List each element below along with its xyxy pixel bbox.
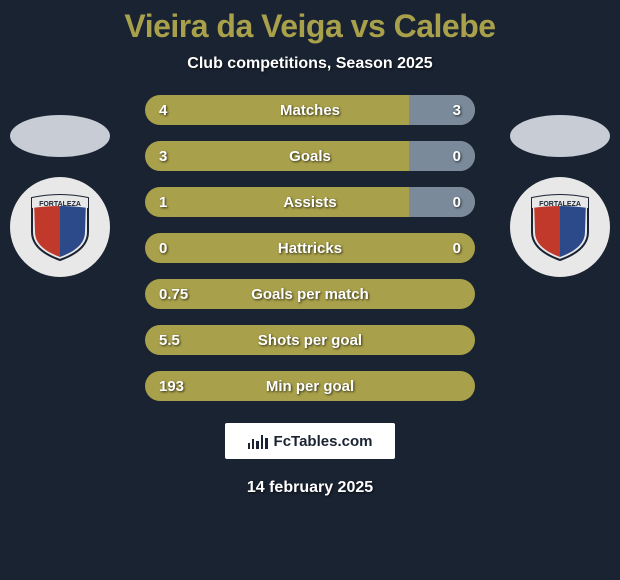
stat-row: 5.5Shots per goal (145, 325, 475, 355)
stat-label: Hattricks (145, 240, 475, 257)
player-right-club-logo: FORTALEZA (510, 177, 610, 277)
comparison-card: Vieira da Veiga vs Calebe Club competiti… (0, 0, 620, 580)
stat-label: Matches (145, 102, 475, 119)
svg-text:FORTALEZA: FORTALEZA (539, 201, 581, 208)
stat-row: 3Goals0 (145, 141, 475, 171)
stat-row: 1Assists0 (145, 187, 475, 217)
bar-chart-icon (248, 433, 268, 449)
stat-row: 193Min per goal (145, 371, 475, 401)
player-right-avatar-placeholder (510, 115, 610, 157)
stat-right-value: 3 (453, 102, 461, 119)
svg-text:FORTALEZA: FORTALEZA (39, 201, 81, 208)
stat-right-value: 0 (453, 240, 461, 257)
stat-row: 0Hattricks0 (145, 233, 475, 263)
player-left-column: FORTALEZA (10, 115, 110, 277)
stat-row: 4Matches3 (145, 95, 475, 125)
subtitle: Club competitions, Season 2025 (187, 55, 432, 73)
player-left-club-logo: FORTALEZA (10, 177, 110, 277)
stat-row: 0.75Goals per match (145, 279, 475, 309)
stat-label: Assists (145, 194, 475, 211)
player-left-avatar-placeholder (10, 115, 110, 157)
date-text: 14 february 2025 (247, 479, 373, 497)
fortaleza-shield-icon: FORTALEZA (28, 192, 92, 262)
player-right-column: FORTALEZA (510, 115, 610, 277)
fortaleza-shield-icon: FORTALEZA (528, 192, 592, 262)
stat-label: Shots per goal (145, 332, 475, 349)
stats-list: 4Matches33Goals01Assists00Hattricks00.75… (145, 95, 475, 401)
stat-label: Min per goal (145, 378, 475, 395)
page-title: Vieira da Veiga vs Calebe (124, 8, 495, 45)
brand-badge: FcTables.com (225, 423, 395, 459)
brand-text: FcTables.com (274, 433, 373, 450)
stat-label: Goals per match (145, 286, 475, 303)
stat-right-value: 0 (453, 148, 461, 165)
stat-label: Goals (145, 148, 475, 165)
stat-right-value: 0 (453, 194, 461, 211)
